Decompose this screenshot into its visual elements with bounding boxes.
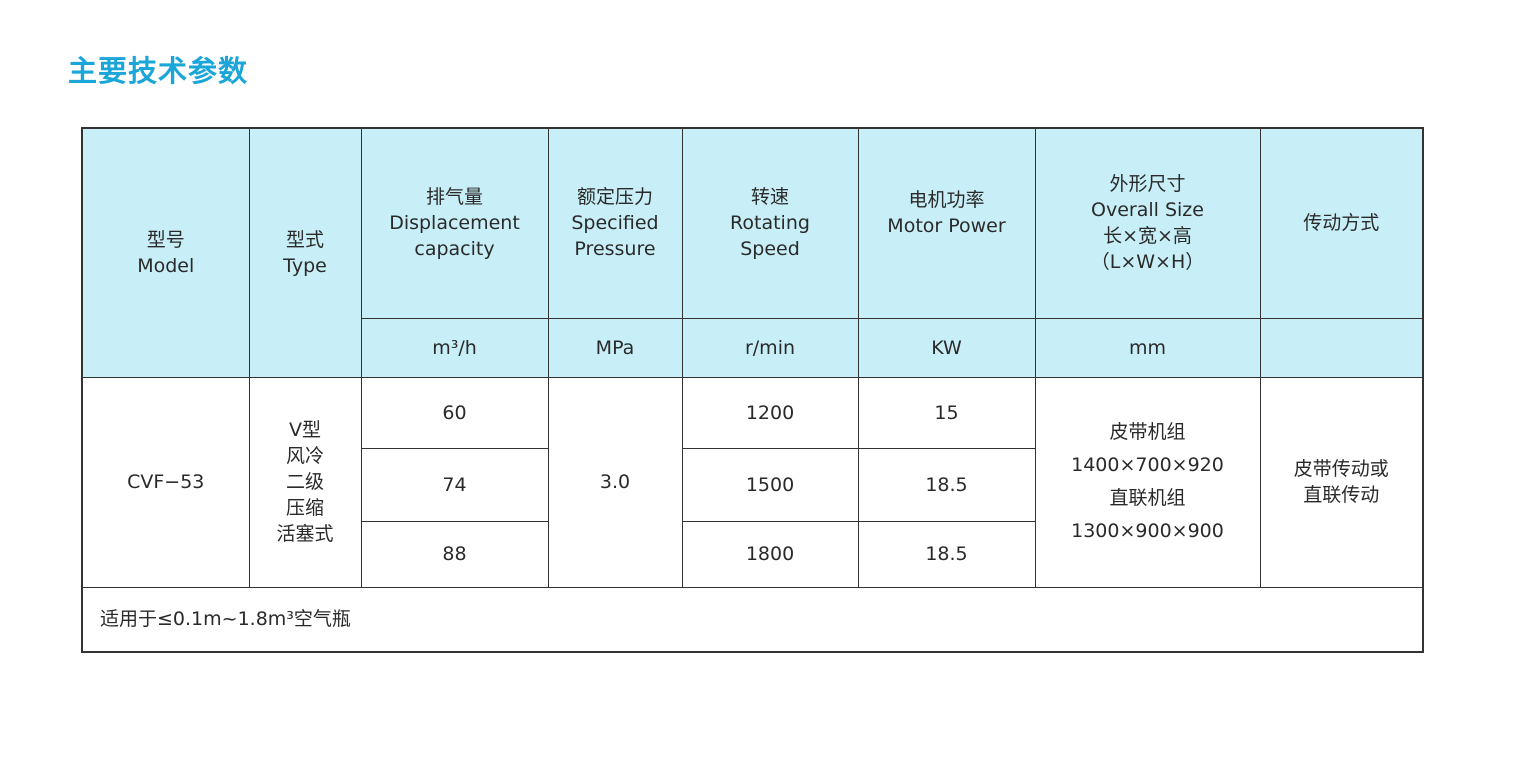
page-title: 主要技术参数 [68,54,249,88]
cell-size: 皮带机组 1400×700×920 直联机组 1300×900×900 [1034,376,1261,588]
header-type: 型式 Type [248,127,362,378]
header-drive: 传动方式 [1259,127,1424,319]
unit-displacement: m³/h [360,317,549,378]
cell-power: 18.5 [857,447,1036,522]
cell-speed: 1800 [681,520,859,588]
cell-power: 15 [857,376,1036,449]
unit-size: mm [1034,317,1261,378]
cell-drive: 皮带传动或 直联传动 [1259,376,1424,588]
footer-note: 适用于≤0.1m~1.8m³空气瓶 [81,586,1424,653]
unit-pressure: MPa [547,317,683,378]
unit-speed: r/min [681,317,859,378]
cell-model: CVF−53 [81,376,250,588]
cell-type: V型 风冷 二级 压缩 活塞式 [248,376,362,588]
cell-displacement: 88 [360,520,549,588]
cell-pressure: 3.0 [547,376,683,588]
header-displacement: 排气量 Displacement capacity [360,127,549,319]
table-row: 88 1800 18.5 [82,520,1423,588]
cell-speed: 1500 [681,447,859,522]
cell-power: 18.5 [857,520,1036,588]
header-power: 电机功率 Motor Power [857,127,1036,319]
table-row: CVF−53 V型 风冷 二级 压缩 活塞式 60 3.0 1200 15 皮带机组 14… [81,376,1424,588]
cell-displacement: 74 [360,447,549,522]
unit-drive [1259,317,1424,378]
cell-displacement: 60 [360,376,549,449]
spec-table: 型号 Model 型式 Type 排气量 Displacement capacity 额… [81,127,1424,653]
header-model: 型号 Model [81,127,250,378]
header-pressure: 额定压力 Specified Pressure [547,127,683,319]
table-row: 74 1500 18.5 [82,447,1423,522]
header-size: 外形尺寸 Overall Size 长×宽×高 （L×W×H） [1034,127,1261,319]
unit-power: KW [857,317,1036,378]
cell-speed: 1200 [681,376,859,449]
header-speed: 转速 Rotating Speed [681,127,859,319]
